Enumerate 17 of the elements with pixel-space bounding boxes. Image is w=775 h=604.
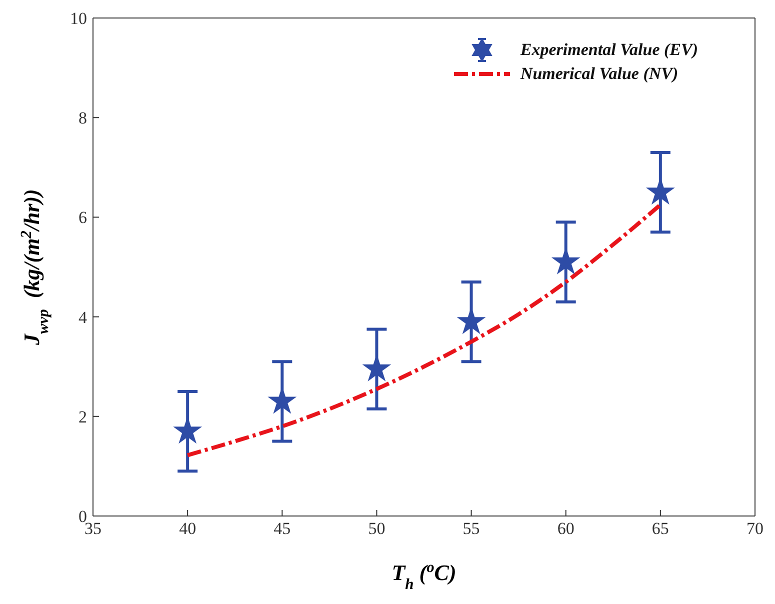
- x-tick-label: 55: [462, 519, 480, 538]
- x-tick-label: 65: [652, 519, 669, 538]
- x-tick-label: 50: [368, 519, 386, 538]
- y-tick-label: 6: [78, 208, 87, 228]
- y-tick-label: 0: [78, 507, 87, 526]
- y-tick-label: 8: [78, 108, 87, 128]
- y-tick-label: 2: [78, 407, 87, 426]
- x-tick-label: 40: [179, 519, 196, 538]
- legend-label: Numerical Value (NV): [520, 63, 678, 85]
- x-tick-label: 45: [274, 519, 291, 538]
- x-tick-label: 70: [746, 519, 764, 538]
- x-tick-label: 35: [84, 519, 102, 538]
- x-tick-label: 60: [557, 519, 574, 538]
- legend-label: Experimental Value (EV): [520, 39, 698, 61]
- y-tick-label: 10: [70, 9, 87, 28]
- x-axis-title: T$_{h}$ ($^{o}$C): [392, 558, 456, 592]
- y-tick-label: 4: [78, 308, 88, 327]
